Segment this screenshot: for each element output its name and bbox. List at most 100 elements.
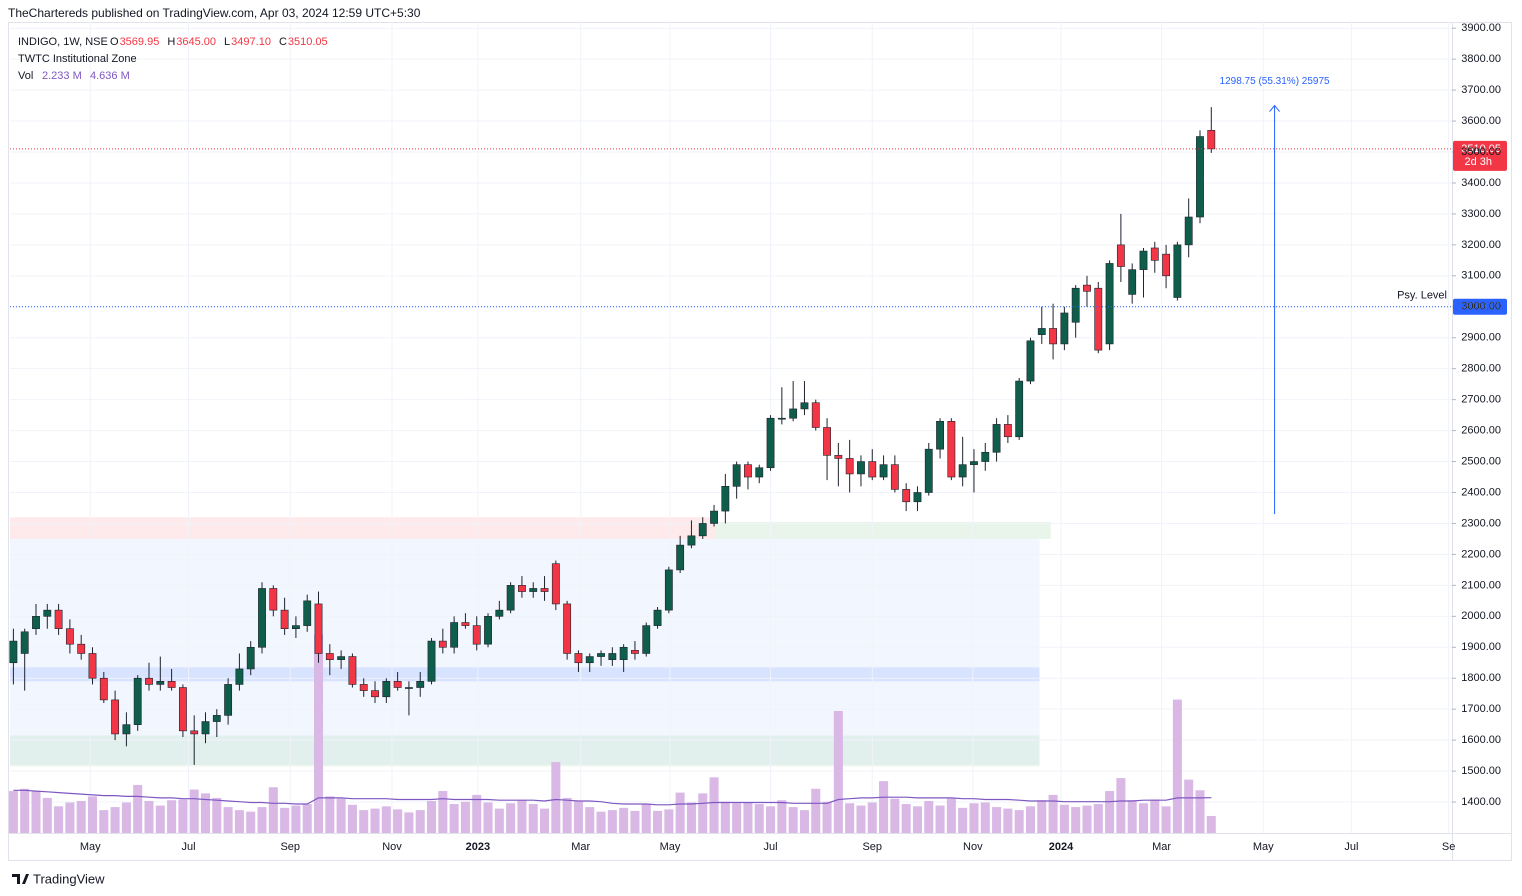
candle-body [1094, 287, 1103, 351]
volume-bar [890, 798, 900, 833]
volume-bar [460, 801, 470, 833]
x-tick-label: Mar [571, 841, 590, 853]
volume-bar [370, 808, 380, 833]
y-tick-label: 3400.00 [1461, 177, 1501, 189]
volume-label: Vol [18, 70, 33, 82]
candle-body [981, 451, 990, 462]
volume-bar [743, 802, 753, 833]
candle-body [224, 684, 233, 716]
volume-bar [359, 810, 369, 833]
measure-label: 1298.75 (55.31%) 25975 [1220, 76, 1331, 87]
volume-bar [268, 787, 278, 833]
candle-body [574, 653, 583, 664]
candle-body [359, 684, 368, 691]
candle-body [608, 653, 617, 660]
volume-bar [1172, 699, 1182, 833]
candle-body [879, 464, 888, 478]
volume-bar [822, 801, 832, 833]
y-tick-label: 1800.00 [1461, 672, 1501, 684]
volume-bar [1206, 815, 1216, 833]
candle-body [1105, 263, 1114, 345]
candle-body [518, 585, 526, 592]
volume-bar [573, 800, 583, 833]
x-tick-label: Se [1442, 841, 1455, 853]
volume-bar [336, 798, 346, 833]
volume-bar [867, 802, 877, 833]
candle-body [834, 455, 843, 459]
candle-body [506, 585, 515, 611]
y-tick-label: 2200.00 [1461, 548, 1501, 560]
candle-body [20, 631, 29, 654]
candle-body [190, 730, 199, 735]
ohlc-key: H [167, 36, 175, 48]
candle-body [382, 681, 391, 698]
ohlc-value: 3645.00 [176, 36, 216, 48]
volume-bar [472, 794, 482, 833]
volume-bar [1195, 790, 1205, 833]
volume-bar [540, 808, 550, 833]
volume-bar [912, 806, 922, 833]
y-tick-label: 3800.00 [1461, 53, 1501, 65]
candle-body [461, 622, 470, 626]
candle-body [111, 699, 120, 735]
candle-body [1026, 340, 1035, 382]
volume-bar [528, 804, 538, 833]
volume-bar [8, 791, 18, 833]
volume-bar [178, 799, 188, 833]
candle-body [789, 408, 798, 419]
candle-body [698, 523, 707, 537]
ohlc-key: L [224, 36, 230, 48]
volume-bar [845, 803, 855, 833]
tradingview-logo: TradingView [12, 871, 105, 886]
zone [10, 517, 716, 539]
candle-body [337, 656, 346, 660]
ohlc-key: C [279, 36, 287, 48]
volume-bar [494, 808, 504, 833]
volume-bar [1048, 794, 1058, 833]
candle-body [348, 656, 357, 685]
candle-body [619, 646, 628, 660]
candle-body [156, 681, 165, 685]
volume-bar [223, 807, 233, 833]
volume-bar [449, 804, 459, 833]
candle-body [902, 489, 911, 503]
indicator-label: TWTC Institutional Zone [18, 53, 137, 65]
candle-body [642, 625, 651, 654]
candle-body [800, 402, 809, 410]
level-label: Psy. Level [1397, 290, 1447, 302]
candle-body [1128, 269, 1137, 295]
volume-bar [257, 807, 267, 833]
volume-value: 2.233 M [42, 70, 82, 82]
y-tick-label: 2100.00 [1461, 579, 1501, 591]
y-tick-label: 3700.00 [1461, 84, 1501, 96]
volume-bar [833, 711, 843, 833]
volume-bar [1184, 779, 1194, 833]
y-tick-label: 2400.00 [1461, 486, 1501, 498]
x-tick-label: May [660, 841, 681, 853]
volume-bar [766, 806, 776, 833]
volume-bar [1105, 791, 1115, 833]
volume-bar [653, 810, 663, 833]
volume-ma-line [13, 789, 1212, 806]
y-tick-label: 3200.00 [1461, 239, 1501, 251]
candle-body [133, 677, 142, 725]
x-tick-label: Jul [1344, 841, 1358, 853]
candle-body [235, 668, 244, 685]
candle-body [258, 588, 266, 648]
volume-bar [87, 796, 98, 833]
x-tick-label: 2023 [466, 841, 490, 853]
candle-body [777, 417, 786, 420]
level-tag [1453, 298, 1507, 315]
candle-body [405, 687, 413, 689]
zone [10, 538, 1040, 765]
volume-bar [607, 810, 617, 833]
volume-bar [901, 804, 911, 833]
candle-body [721, 486, 730, 512]
y-tick-label: 1700.00 [1461, 703, 1501, 715]
candle-body [269, 588, 278, 611]
volume-bar [1082, 805, 1092, 833]
zone [715, 521, 1051, 539]
candle-body [438, 640, 447, 648]
candle-body [992, 424, 1001, 453]
candle-body [1015, 380, 1024, 438]
